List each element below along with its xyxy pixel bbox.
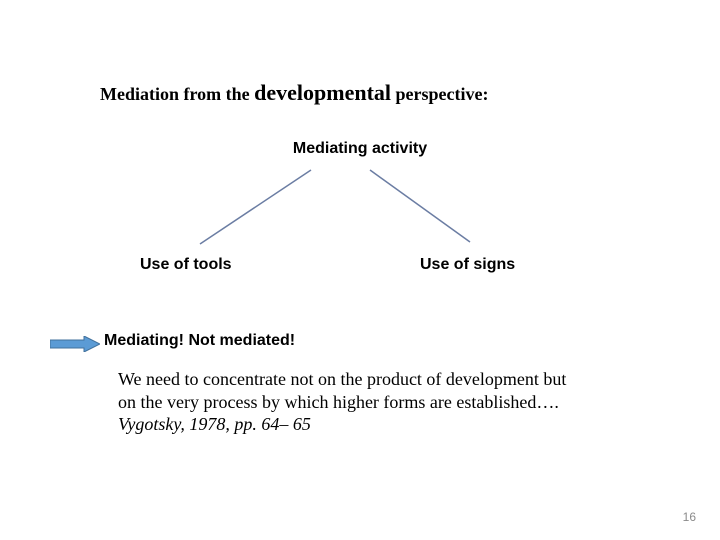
right-arrow-shape (50, 336, 100, 352)
callout-text: Mediating! Not mediated! (104, 332, 295, 350)
page-number: 16 (683, 510, 696, 524)
diagram-line-right (370, 170, 470, 242)
right-arrow-icon (50, 336, 100, 352)
diagram-line-left (200, 170, 311, 244)
quote-block: We need to concentrate not on the produc… (118, 368, 588, 436)
quote-body: We need to concentrate not on the produc… (118, 369, 566, 412)
slide: Mediation from the developmental perspec… (0, 0, 720, 540)
diagram-left-label: Use of tools (140, 256, 232, 274)
quote-citation: Vygotsky, 1978, pp. 64– 65 (118, 414, 311, 434)
diagram-right-label: Use of signs (420, 256, 515, 274)
diagram-lines (0, 0, 720, 540)
